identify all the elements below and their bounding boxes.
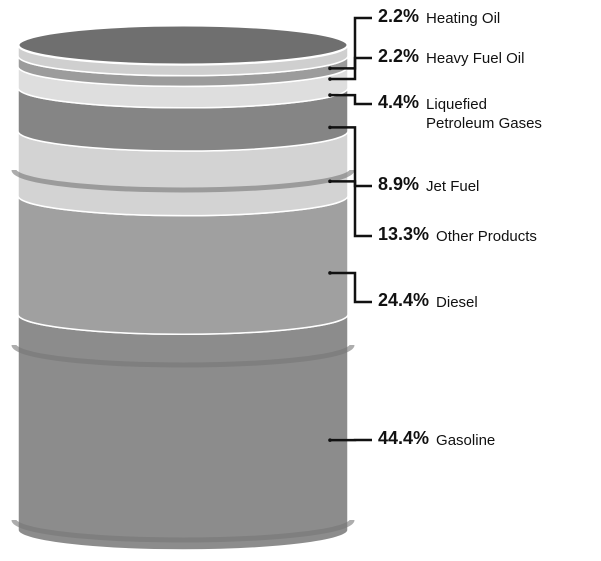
label: 13.3% Other Products: [378, 225, 537, 246]
category-label: Heavy Fuel Oil: [426, 49, 524, 68]
value-label: 2.2%: [378, 7, 419, 26]
category-label: Liquefied Petroleum Gases: [426, 95, 551, 133]
barrel-chart: [0, 0, 601, 561]
category-label: Gasoline: [436, 431, 495, 450]
category-label: Heating Oil: [426, 9, 500, 28]
barrel-band: [18, 314, 348, 550]
category-label: Jet Fuel: [426, 177, 479, 196]
value-label: 13.3%: [378, 225, 429, 244]
value-label: 8.9%: [378, 175, 419, 194]
label: 44.4% Gasoline: [378, 429, 495, 450]
barrel-band: [18, 196, 348, 335]
category-label: Diesel: [436, 293, 478, 312]
label: 2.2% Heavy Fuel Oil: [378, 47, 524, 68]
value-label: 24.4%: [378, 291, 429, 310]
label: 4.4% Liquefied Petroleum Gases: [378, 93, 551, 133]
label: 8.9% Jet Fuel: [378, 175, 479, 196]
value-label: 2.2%: [378, 47, 419, 66]
category-label: Other Products: [436, 227, 537, 246]
label: 24.4% Diesel: [378, 291, 478, 312]
value-label: 4.4%: [378, 93, 419, 112]
chart: 2.2% Heating Oil 2.2% Heavy Fuel Oil 4.4% Liq…: [0, 0, 601, 561]
label: 2.2% Heating Oil: [378, 7, 500, 28]
value-label: 44.4%: [378, 429, 429, 448]
